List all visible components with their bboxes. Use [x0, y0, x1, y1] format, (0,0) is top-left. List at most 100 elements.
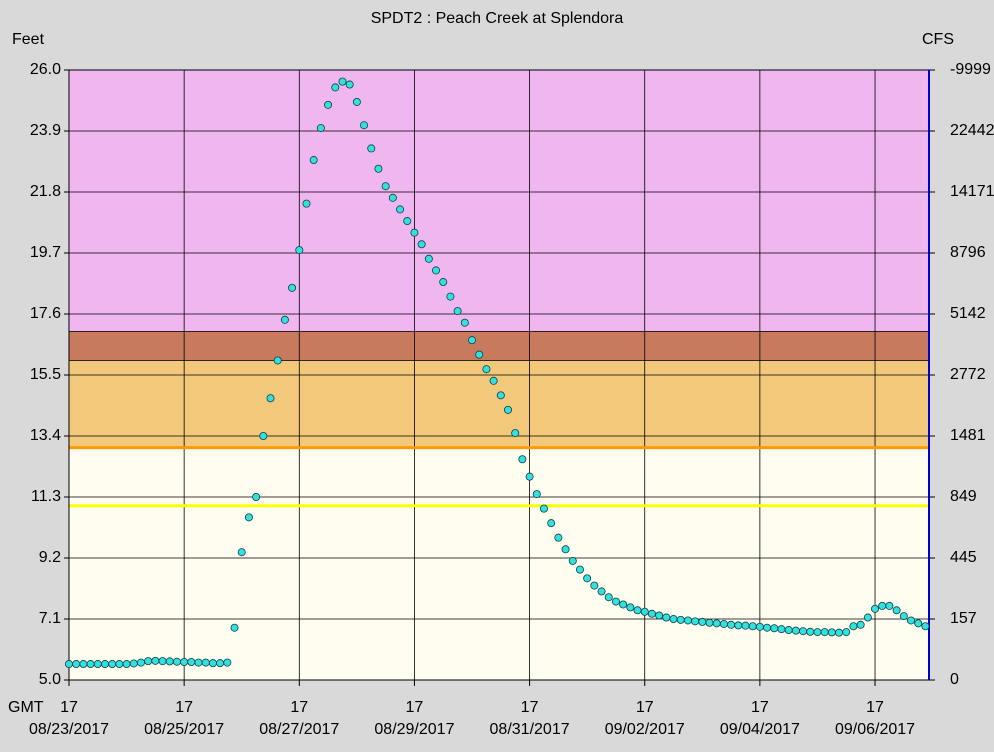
y2-tick-label: 8796	[950, 244, 986, 261]
y2-tick-label: 0	[950, 671, 959, 688]
data-point	[489, 376, 498, 385]
data-point	[295, 246, 304, 255]
y2-tick-label: 5142	[950, 305, 986, 322]
data-point	[734, 621, 743, 630]
data-point	[338, 77, 347, 86]
data-point	[849, 622, 858, 631]
data-point	[352, 97, 361, 106]
data-point	[806, 627, 815, 636]
data-point	[741, 621, 750, 630]
data-point	[424, 254, 433, 263]
data-point	[453, 307, 462, 316]
y-tick-label: 21.8	[30, 183, 61, 200]
data-point	[611, 597, 620, 606]
data-point	[79, 660, 88, 669]
flood-band	[68, 360, 930, 448]
data-point	[561, 545, 570, 554]
data-point	[388, 193, 397, 202]
data-point	[503, 405, 512, 414]
data-point	[288, 283, 297, 292]
flood-band	[68, 331, 930, 361]
data-point	[763, 623, 772, 632]
data-point	[230, 623, 239, 632]
data-point	[165, 657, 174, 666]
data-point	[784, 626, 793, 635]
data-point	[827, 628, 836, 637]
data-point	[180, 657, 189, 666]
data-point	[244, 513, 253, 522]
data-point	[144, 657, 153, 666]
data-point	[324, 100, 333, 109]
x-tick-label: 17	[521, 699, 539, 716]
data-point	[777, 625, 786, 634]
y-tick-label: 9.2	[39, 549, 61, 566]
data-point	[309, 156, 318, 165]
data-point	[460, 318, 469, 327]
data-point	[511, 429, 520, 438]
data-point	[755, 622, 764, 631]
y2-tick-label: 2772	[950, 366, 986, 383]
y2-tick-label: 849	[950, 488, 977, 505]
x-tick-date: 08/25/2017	[144, 721, 224, 738]
data-point	[885, 601, 894, 610]
data-point	[259, 431, 268, 440]
y-tick-label: 11.3	[31, 488, 61, 505]
x-tick-date: 09/06/2017	[835, 721, 915, 738]
data-point	[597, 587, 606, 596]
data-point	[417, 240, 426, 249]
y2-tick-label: 14171	[950, 183, 994, 200]
y-tick-label: 5.0	[39, 671, 61, 688]
data-point	[367, 144, 376, 153]
data-point	[518, 455, 527, 464]
data-point	[698, 617, 707, 626]
data-point	[72, 660, 81, 669]
data-point	[496, 391, 505, 400]
data-point	[712, 619, 721, 628]
y-tick-label: 26.0	[30, 61, 61, 78]
data-point	[273, 356, 282, 365]
data-point	[65, 660, 74, 669]
data-point	[216, 659, 225, 668]
data-point	[532, 490, 541, 499]
data-point	[907, 616, 916, 625]
data-point	[640, 607, 649, 616]
data-point	[547, 519, 556, 528]
data-point	[100, 660, 109, 669]
data-point	[791, 626, 800, 635]
data-point	[748, 622, 757, 631]
data-point	[892, 606, 901, 615]
y-tick-label: 15.5	[30, 366, 61, 383]
x-tick-date: 08/23/2017	[29, 721, 109, 738]
data-point	[871, 604, 880, 613]
data-point	[266, 394, 275, 403]
data-point	[568, 556, 577, 565]
y2-axis-label: CFS	[922, 31, 954, 48]
data-point	[93, 660, 102, 669]
data-point	[575, 565, 584, 574]
x-axis-label: GMT	[8, 699, 44, 716]
data-point	[252, 492, 261, 501]
data-point	[691, 617, 700, 626]
data-point	[439, 278, 448, 287]
data-point	[899, 612, 908, 621]
data-point	[194, 658, 203, 667]
data-point	[770, 624, 779, 633]
x-tick-label: 17	[866, 699, 884, 716]
y-tick-label: 23.9	[30, 122, 61, 139]
y2-tick-label: -9999	[950, 61, 991, 78]
y2-tick-label: 22442	[950, 122, 994, 139]
x-tick-date: 08/29/2017	[374, 721, 454, 738]
data-point	[187, 657, 196, 666]
data-point	[583, 574, 592, 583]
y2-tick-label: 445	[950, 549, 977, 566]
data-point	[475, 350, 484, 359]
data-point	[201, 658, 210, 667]
x-tick-label: 17	[406, 699, 424, 716]
y-axis-label: Feet	[12, 31, 45, 48]
data-point	[446, 292, 455, 301]
data-point	[619, 600, 628, 609]
data-point	[683, 616, 692, 625]
data-point	[669, 615, 678, 624]
data-point	[662, 613, 671, 622]
x-tick-label: 17	[175, 699, 193, 716]
